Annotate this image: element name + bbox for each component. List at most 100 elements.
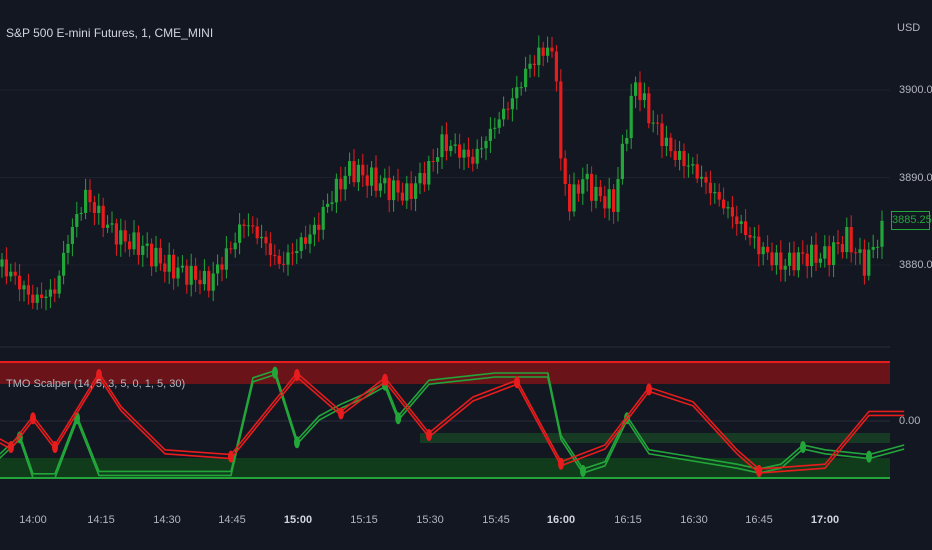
indicator-pane[interactable] (0, 361, 905, 479)
candle-body (585, 173, 589, 180)
price-tick-label: 3900.00 (899, 84, 932, 96)
candle-body (673, 151, 677, 160)
time-tick-label: 15:45 (482, 514, 510, 526)
candle-body (348, 161, 352, 176)
candle-body (427, 160, 431, 185)
price-tick-label: 3890.00 (899, 172, 932, 184)
candle-body (730, 207, 734, 217)
tmo-signal-dot (8, 441, 14, 453)
candle-body (132, 232, 136, 250)
candle-body (158, 247, 162, 264)
candle-body (576, 184, 580, 194)
candle-body (788, 252, 792, 266)
candle-body (286, 252, 290, 265)
candle-body (805, 253, 809, 267)
candle-body (233, 242, 237, 250)
candle-body (519, 87, 523, 89)
tmo-signal-dot (646, 383, 652, 396)
candle-body (449, 145, 453, 152)
candle-body (44, 296, 48, 298)
candle-body (141, 245, 145, 255)
candle-body (801, 252, 805, 254)
tmo-signal-dot (338, 407, 344, 420)
candle-body (88, 189, 92, 203)
candle-body (524, 68, 528, 88)
candle-body (704, 176, 708, 183)
candle-body (53, 289, 57, 294)
symbol-title[interactable]: S&P 500 E-mini Futures, 1, CME_MINI (6, 26, 214, 40)
candle-body (268, 243, 272, 256)
candle-body (497, 119, 501, 128)
candle-body (260, 236, 264, 239)
candle-body (669, 137, 673, 152)
candle-body (647, 93, 651, 124)
candle-body (616, 179, 620, 212)
tmo-signal-dot (272, 366, 278, 379)
candle-body (625, 138, 629, 144)
candle-body (572, 184, 576, 212)
candle-body (194, 265, 198, 280)
candle-body (546, 47, 550, 56)
candle-body (515, 87, 519, 99)
candle-body (255, 226, 259, 239)
candle-body (18, 275, 22, 290)
price-tick-label: 3880.00 (899, 259, 932, 271)
candle-body (717, 192, 721, 200)
candle-body (862, 249, 866, 276)
candle-body (836, 242, 840, 245)
candle-body (0, 259, 4, 267)
candle-body (48, 289, 52, 297)
candle-body (396, 180, 400, 193)
candle-body (664, 137, 668, 147)
candle-body (26, 285, 30, 295)
candle-body (471, 156, 475, 164)
candle-body (431, 160, 435, 162)
candle-body (400, 192, 404, 201)
tmo-signal-dot (514, 376, 520, 389)
tmo-signal-dot (52, 441, 58, 453)
candle-body (779, 252, 783, 270)
time-tick-label: 14:30 (153, 514, 181, 526)
candle-body (110, 223, 114, 225)
candle-body (119, 230, 123, 245)
candle-body (849, 227, 853, 253)
candle-body (774, 252, 778, 266)
candle-body (101, 205, 105, 228)
time-tick-label: 16:45 (745, 514, 773, 526)
tmo-series-line (0, 373, 905, 479)
candle-body (299, 237, 303, 252)
candle-body (79, 212, 83, 215)
candle-body (92, 202, 96, 214)
candle-body (238, 224, 242, 243)
candle-body (374, 167, 378, 191)
candle-body (590, 173, 594, 201)
candle-body (629, 95, 633, 139)
candle-body (321, 206, 325, 230)
candle-body (167, 254, 171, 272)
candle-body (783, 265, 787, 270)
candle-body (13, 271, 17, 276)
candle-body (554, 51, 558, 82)
candle-body (304, 237, 308, 244)
candle-body (867, 249, 871, 276)
candle-body (334, 178, 338, 203)
tmo-signal-dot (558, 457, 564, 470)
candle-body (686, 165, 690, 167)
candle-body (832, 242, 836, 265)
indicator-title[interactable]: TMO Scalper (14, 5, 3, 5, 0, 1, 5, 30) (6, 378, 186, 390)
price-candles[interactable] (0, 35, 884, 311)
candle-body (612, 189, 616, 212)
tmo-signal-dot (228, 450, 234, 463)
candle-body (660, 123, 664, 147)
candle-body (136, 232, 140, 255)
candle-body (502, 108, 506, 120)
candle-body (480, 148, 484, 150)
time-tick-label: 16:00 (546, 514, 576, 526)
price-axis-currency[interactable]: USD (897, 22, 921, 34)
candle-body (409, 183, 413, 199)
tmo-signal-dot (30, 412, 36, 425)
candle-body (422, 172, 426, 185)
candle-body (290, 252, 294, 254)
candle-body (528, 63, 532, 69)
